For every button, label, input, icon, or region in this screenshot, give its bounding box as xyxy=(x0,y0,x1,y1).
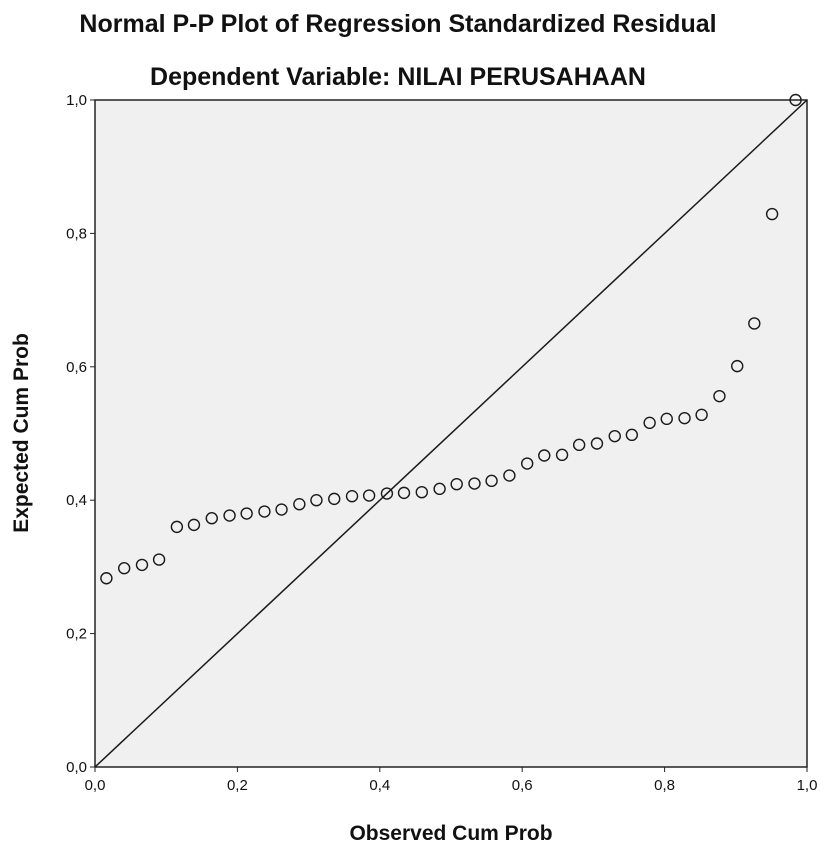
data-point xyxy=(345,489,359,503)
data-point xyxy=(608,429,621,443)
data-point xyxy=(485,474,498,488)
data-point xyxy=(293,498,306,511)
data-point xyxy=(789,93,802,107)
data-point xyxy=(415,485,429,499)
data-point xyxy=(713,389,726,403)
x-tick-label: 0,0 xyxy=(85,777,106,794)
data-point xyxy=(205,512,218,525)
data-point xyxy=(748,317,761,330)
data-point xyxy=(625,428,639,442)
data-point xyxy=(503,469,516,482)
y-axis: 0,0 0,2 0,4 0,6 0,8 1,0 xyxy=(66,92,95,776)
data-point xyxy=(100,572,113,585)
data-point xyxy=(397,486,411,500)
data-point xyxy=(643,416,656,430)
data-point xyxy=(275,503,288,516)
reference-line xyxy=(94,99,808,768)
data-point xyxy=(695,408,708,422)
data-points xyxy=(100,93,802,585)
data-point xyxy=(468,477,481,490)
data-point xyxy=(117,562,131,575)
data-point xyxy=(380,487,394,500)
y-tick-label: 0,0 xyxy=(66,759,87,776)
data-point xyxy=(170,520,184,534)
data-point xyxy=(258,505,271,518)
data-point xyxy=(152,553,166,566)
data-point xyxy=(678,411,691,425)
data-point xyxy=(328,492,341,506)
x-axis: 0,0 0,2 0,4 0,6 0,8 1,0 xyxy=(85,767,818,794)
data-point xyxy=(223,509,236,522)
chart-title: Normal P-P Plot of Regression Standardiz… xyxy=(79,10,716,38)
y-tick-label: 0,6 xyxy=(66,359,87,376)
x-axis-title: Observed Cum Prob xyxy=(349,822,552,845)
data-point xyxy=(310,494,323,507)
data-point xyxy=(433,482,446,496)
y-axis-title: Expected Cum Prob xyxy=(10,333,33,533)
y-tick-label: 0,4 xyxy=(66,492,87,509)
x-tick-label: 0,2 xyxy=(227,777,248,794)
data-point xyxy=(538,449,551,462)
data-point xyxy=(572,438,586,452)
data-point xyxy=(187,518,201,532)
data-point xyxy=(660,412,673,426)
data-point xyxy=(765,207,779,221)
y-tick-label: 0,2 xyxy=(66,626,87,643)
data-point xyxy=(555,448,569,462)
data-point xyxy=(590,437,604,450)
x-tick-label: 1,0 xyxy=(797,777,818,794)
y-tick-label: 0,8 xyxy=(66,225,87,242)
x-tick-label: 0,4 xyxy=(369,777,390,794)
data-point xyxy=(520,457,534,470)
data-point xyxy=(240,507,253,520)
data-point xyxy=(362,489,376,502)
data-point xyxy=(450,477,463,491)
chart-subtitle: Dependent Variable: NILAI PERUSAHAAN xyxy=(150,63,646,91)
y-tick-label: 1,0 xyxy=(66,92,87,109)
data-point xyxy=(731,359,744,373)
data-point xyxy=(135,558,149,572)
x-tick-label: 0,6 xyxy=(512,777,533,794)
x-tick-label: 0,8 xyxy=(654,777,675,794)
